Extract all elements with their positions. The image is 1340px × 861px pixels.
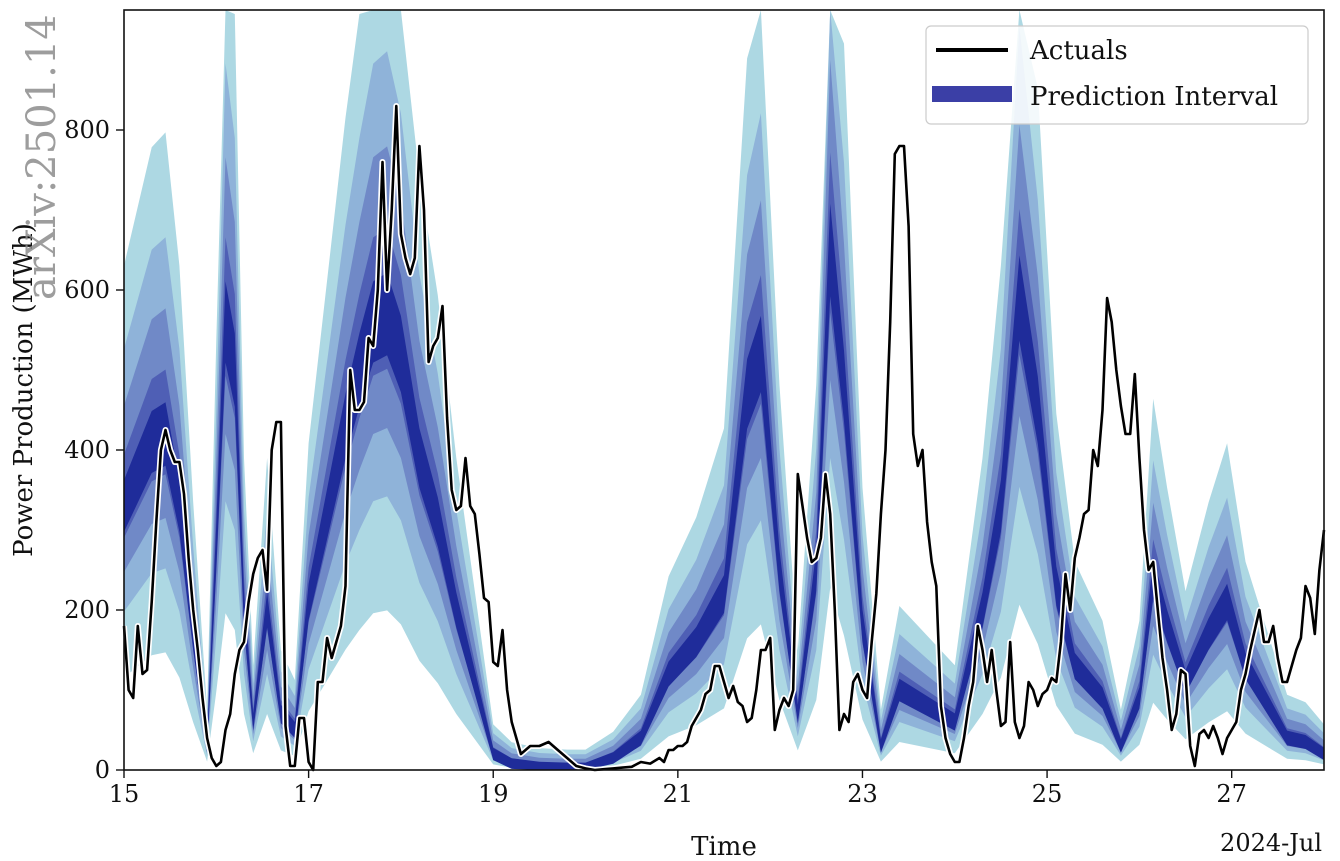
x-axis-ticks: 15 17 19 21 23 25 27 [109, 770, 1247, 808]
actuals-line [122, 104, 1326, 772]
prediction-interval-bands [124, 10, 1324, 771]
x-tick-label: 25 [1032, 780, 1063, 808]
x-tick-label: 15 [109, 780, 140, 808]
y-axis-label: Power Production (MWh) [9, 223, 39, 557]
legend-actuals-label: Actuals [1029, 36, 1128, 66]
plot-frame [123, 9, 1325, 771]
y-axis-ticks: 0 200 400 600 800 [64, 116, 124, 784]
watermark: arXiv:2501.14 [19, 14, 65, 300]
legend: Actuals Prediction Interval [925, 25, 1309, 125]
legend-interval-label: Prediction Interval [1030, 82, 1278, 112]
x-tick-label: 23 [847, 780, 878, 808]
y-tick-label: 600 [64, 276, 110, 304]
y-tick-label: 200 [64, 596, 110, 624]
x-axis-offset-label: 2024-Jul [1220, 829, 1322, 857]
interval-band-center [124, 203, 1324, 771]
y-tick-label: 0 [95, 756, 110, 784]
actuals-series [121, 103, 1327, 773]
legend-box [925, 25, 1309, 125]
y-tick-label: 400 [64, 436, 110, 464]
x-tick-label: 27 [1216, 780, 1247, 808]
x-axis-label: Time [691, 832, 757, 861]
x-tick-label: 21 [663, 780, 694, 808]
interval-band-3 [124, 60, 1324, 769]
x-tick-label: 17 [293, 780, 324, 808]
y-tick-label: 800 [64, 116, 110, 144]
x-tick-label: 19 [478, 780, 509, 808]
legend-interval-swatch [932, 86, 1012, 102]
